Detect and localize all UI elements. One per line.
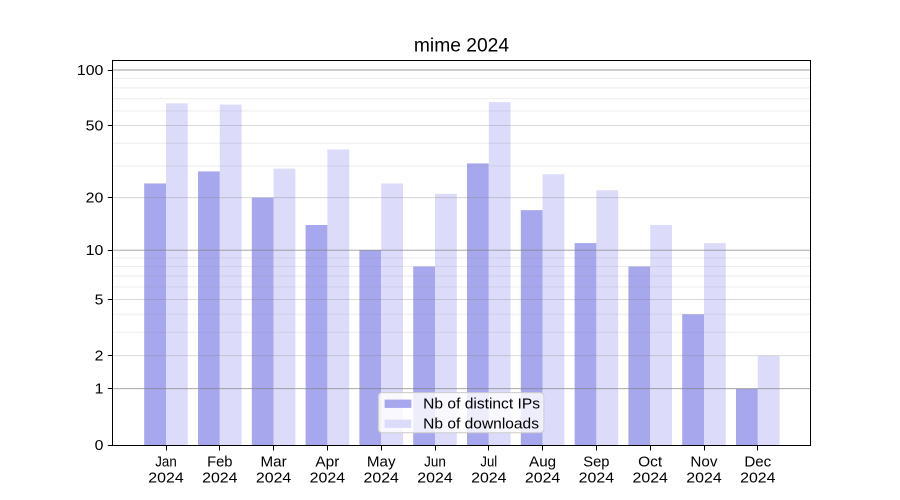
svg-text:10: 10 [86,243,104,259]
svg-text:2024: 2024 [364,470,399,487]
svg-text:Jul: Jul [480,454,497,471]
svg-text:Jun: Jun [424,454,446,471]
svg-text:2024: 2024 [471,470,506,487]
svg-text:2024: 2024 [740,470,775,487]
svg-text:May: May [367,454,396,471]
svg-text:mime 2024: mime 2024 [414,36,510,57]
svg-text:50: 50 [86,118,104,134]
svg-text:2024: 2024 [256,470,291,487]
svg-text:Feb: Feb [207,454,232,471]
svg-text:2024: 2024 [417,470,452,487]
svg-text:0: 0 [95,438,104,454]
svg-text:2: 2 [95,349,104,365]
svg-text:1: 1 [95,382,104,398]
svg-text:2024: 2024 [525,470,560,487]
svg-text:2024: 2024 [202,470,237,487]
svg-text:5: 5 [95,292,104,308]
svg-text:Dec: Dec [744,454,771,471]
svg-text:Nov: Nov [690,454,718,471]
svg-text:Oct: Oct [638,454,663,471]
svg-text:2024: 2024 [579,470,614,487]
svg-text:Sep: Sep [583,454,609,471]
svg-text:Apr: Apr [315,454,339,471]
svg-text:Aug: Aug [529,454,556,471]
svg-text:Nb of downloads: Nb of downloads [423,416,539,432]
svg-text:100: 100 [77,63,104,79]
svg-text:2024: 2024 [148,470,183,487]
svg-text:Jan: Jan [155,454,176,471]
svg-text:Mar: Mar [261,454,287,471]
svg-text:2024: 2024 [686,470,721,487]
svg-text:20: 20 [86,191,104,207]
svg-text:2024: 2024 [633,470,668,487]
svg-text:Nb of distinct IPs: Nb of distinct IPs [423,396,540,412]
svg-text:2024: 2024 [310,470,345,487]
